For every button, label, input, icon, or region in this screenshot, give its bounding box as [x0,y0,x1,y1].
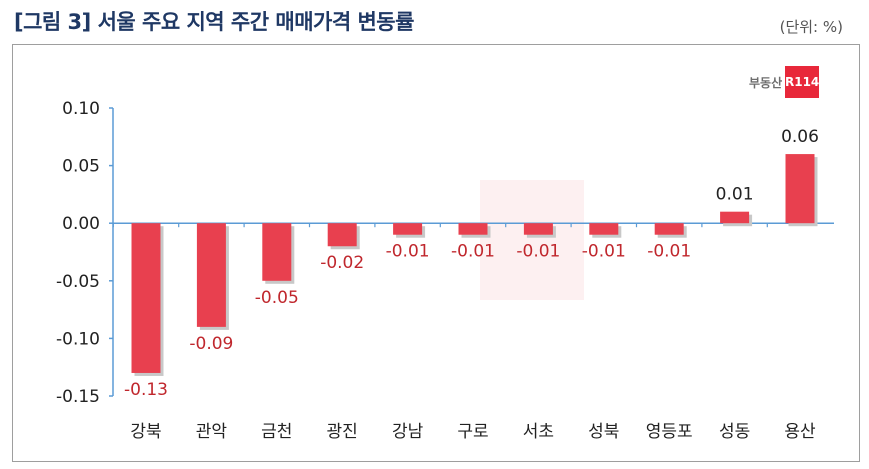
value-label: -0.01 [451,242,495,262]
value-label: -0.13 [124,380,168,400]
bar-광진 [327,223,357,247]
y-tick-label: 0.10 [62,99,100,119]
category-label: 서초 [523,422,554,442]
value-label: -0.01 [386,242,430,262]
bar-용산 [785,154,815,224]
value-label: -0.05 [255,288,299,308]
bar-구로 [458,223,488,235]
category-label: 강남 [392,422,424,442]
value-label: -0.01 [516,242,560,262]
y-tick-label: 0.00 [62,214,100,234]
category-label: 강북 [130,422,161,442]
category-label: 광진 [327,422,358,442]
bar-영등포 [654,223,684,235]
value-label: -0.02 [320,253,364,273]
bar-금천 [262,223,292,281]
value-label: 0.01 [716,185,754,205]
value-label: 0.06 [781,127,819,147]
category-label: 금천 [261,422,292,442]
y-tick-label: 0.05 [62,157,100,177]
category-label: 구로 [457,422,488,442]
brand-logo: 부동산 R114 [749,66,819,98]
bar-성동 [720,211,750,224]
bar-서초 [523,223,553,235]
value-label: -0.01 [647,242,691,262]
unit-label: (단위: %) [779,18,843,36]
value-label: -0.01 [582,242,626,262]
category-label: 영등포 [646,422,693,442]
value-label: -0.09 [189,334,233,354]
logo-badge: R114 [785,66,819,98]
bar-성북 [589,223,619,235]
chart-frame [12,44,860,462]
category-label: 용산 [784,422,816,442]
y-tick-label: -0.15 [56,387,100,407]
category-label: 성북 [588,422,619,442]
logo-text: 부동산 [749,75,783,90]
y-tick-label: -0.10 [56,329,100,349]
y-tick-label: -0.05 [56,272,100,292]
category-label: 성동 [719,422,750,442]
category-label: 관악 [196,422,228,442]
bar-강남 [393,223,423,235]
watermark-logo [480,180,584,300]
bar-관악 [196,223,226,327]
chart-title: [그림 3] 서울 주요 지역 주간 매매가격 변동률 [14,10,414,34]
bar-강북 [131,223,161,373]
